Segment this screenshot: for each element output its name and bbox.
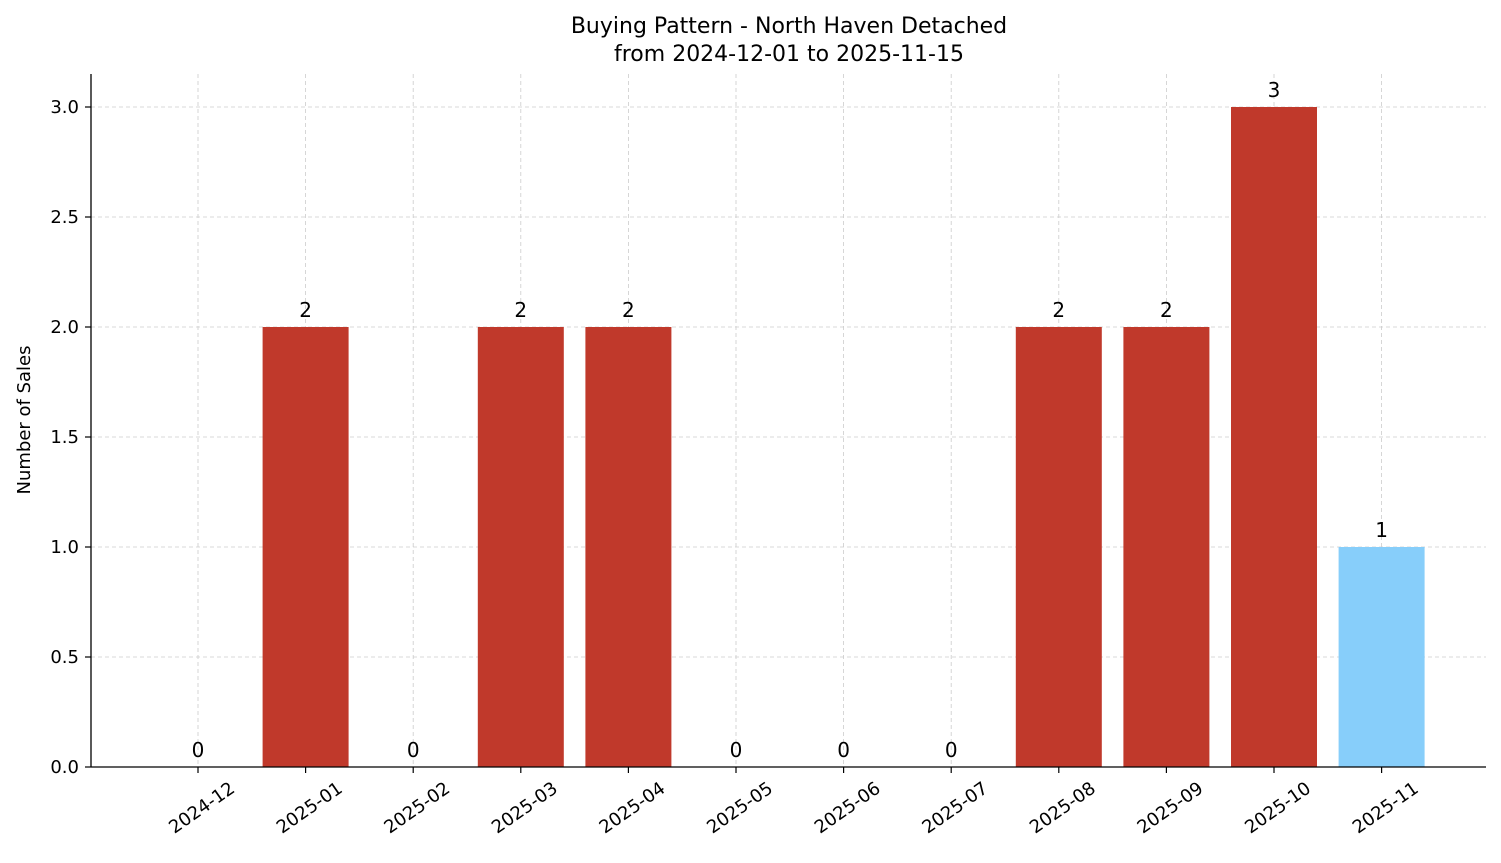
y-tick-label: 3.0 bbox=[50, 97, 79, 118]
x-tick-label-2024-12: 2024-12 bbox=[165, 778, 239, 838]
data-label-2025-08: 2 bbox=[1052, 298, 1065, 322]
y-axis-label: Number of Sales bbox=[14, 345, 35, 494]
axes bbox=[90, 74, 1486, 768]
bar-2025-03 bbox=[477, 327, 564, 767]
bar-2025-09 bbox=[1123, 327, 1210, 767]
y-tick-label: 2.0 bbox=[50, 317, 79, 338]
bar-2025-04 bbox=[585, 327, 672, 767]
x-tick-label-2025-04: 2025-04 bbox=[596, 778, 670, 838]
y-tick-label: 1.5 bbox=[50, 427, 79, 448]
data-label-2025-11: 1 bbox=[1375, 518, 1388, 542]
x-tick-label-2025-09: 2025-09 bbox=[1134, 778, 1208, 838]
data-label-2024-12: 0 bbox=[192, 738, 205, 762]
bars bbox=[262, 107, 1425, 767]
chart-subtitle: from 2024-12-01 to 2025-11-15 bbox=[614, 42, 964, 67]
bar-2025-01 bbox=[262, 327, 349, 767]
y-tick-label: 2.5 bbox=[50, 207, 79, 228]
chart-title: Buying Pattern - North Haven Detached bbox=[571, 14, 1007, 39]
y-tick-label: 0.5 bbox=[50, 647, 79, 668]
y-tick-label: 1.0 bbox=[50, 537, 79, 558]
data-label-2025-02: 0 bbox=[407, 738, 420, 762]
x-tick-label-2025-08: 2025-08 bbox=[1026, 778, 1100, 838]
bar-2025-11 bbox=[1338, 547, 1425, 767]
x-tick-label-2025-03: 2025-03 bbox=[488, 778, 562, 838]
x-tick-label-2025-02: 2025-02 bbox=[380, 778, 454, 838]
data-label-2025-04: 2 bbox=[622, 298, 635, 322]
data-label-2025-05: 0 bbox=[730, 738, 743, 762]
bar-2025-08 bbox=[1015, 327, 1102, 767]
x-tick-label-2025-05: 2025-05 bbox=[703, 778, 777, 838]
x-tick-label-2025-06: 2025-06 bbox=[811, 778, 885, 838]
y-tick-label: 0.0 bbox=[50, 757, 79, 778]
x-tick-label-2025-01: 2025-01 bbox=[273, 778, 347, 838]
data-label-2025-09: 2 bbox=[1160, 298, 1173, 322]
x-tick-label-2025-10: 2025-10 bbox=[1241, 778, 1315, 838]
data-label-2025-03: 2 bbox=[514, 298, 527, 322]
data-label-2025-10: 3 bbox=[1268, 78, 1281, 102]
data-label-2025-01: 2 bbox=[299, 298, 312, 322]
data-label-2025-07: 0 bbox=[945, 738, 958, 762]
bar-2025-10 bbox=[1231, 107, 1317, 767]
x-tick-label-2025-11: 2025-11 bbox=[1349, 778, 1423, 838]
data-labels: 0 2 0 2 2 0 0 0 2 2 3 1 bbox=[192, 78, 1388, 762]
x-ticks: 2024-12 2025-01 2025-02 2025-03 2025-04 2025-… bbox=[165, 767, 1422, 838]
data-label-2025-06: 0 bbox=[837, 738, 850, 762]
x-tick-label-2025-07: 2025-07 bbox=[918, 778, 992, 838]
y-ticks: 0.0 0.5 1.0 1.5 2.0 2.5 3.0 bbox=[50, 97, 91, 778]
